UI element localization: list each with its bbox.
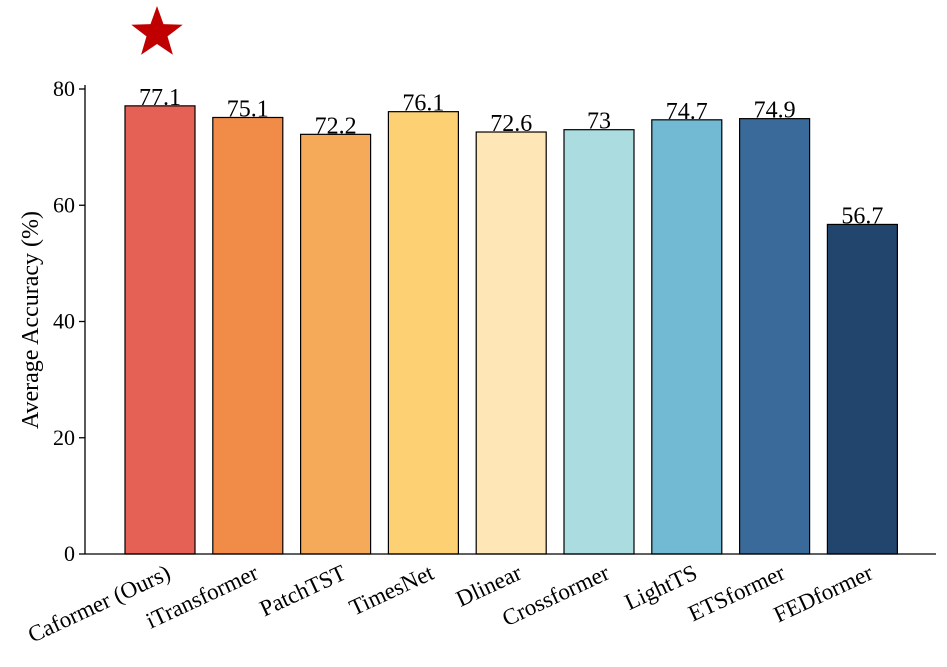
category-labels: Caformer (Ours)iTransformerPatchTSTTimes…	[24, 560, 877, 648]
data-label: 72.6	[490, 111, 532, 137]
data-label: 75.1	[227, 96, 269, 122]
x-tick-label: Caformer (Ours)	[24, 560, 174, 648]
data-label: 56.7	[841, 203, 883, 229]
star-icon	[131, 6, 183, 55]
highlight-layer	[131, 6, 183, 55]
bar	[212, 116, 284, 555]
y-tick-label: 80	[53, 76, 75, 101]
data-label: 74.9	[754, 98, 796, 124]
bar	[124, 105, 196, 555]
x-tick-label: TimesNet	[345, 560, 438, 621]
y-tick-label: 40	[53, 309, 75, 334]
data-label: 74.7	[666, 99, 708, 125]
data-label: 73	[587, 109, 611, 135]
y-tick-label: 60	[53, 192, 75, 217]
y-ticks: 0 20 40 60 80	[53, 76, 85, 566]
value-labels: 77.1 75.1 72.2 76.1 72.6 73 74.7 74.9 56.7	[139, 85, 883, 230]
y-tick-label: 0	[64, 541, 75, 566]
bars-layer	[124, 105, 899, 555]
data-label: 76.1	[402, 91, 444, 117]
bar	[387, 111, 459, 555]
x-tick-label: FEDformer	[770, 560, 877, 628]
x-tick-label: PatchTST	[256, 560, 350, 622]
x-tick-label: ETSformer	[684, 560, 789, 627]
bar	[651, 119, 723, 555]
data-label: 77.1	[139, 85, 181, 111]
y-tick-label: 20	[53, 425, 75, 450]
y-axis-label: Average Accuracy (%)	[18, 211, 44, 429]
bar	[738, 118, 811, 555]
data-label: 72.2	[315, 113, 357, 139]
bar	[475, 131, 547, 555]
bar	[826, 223, 899, 555]
bar	[563, 129, 635, 555]
bar	[300, 133, 372, 555]
axes	[84, 85, 936, 555]
